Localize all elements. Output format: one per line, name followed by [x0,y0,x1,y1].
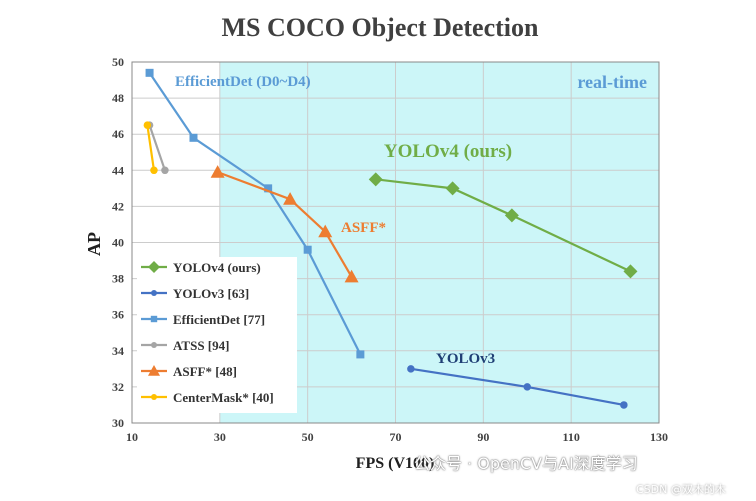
annotation-efficientdet: EfficientDet (D0~D4) [175,74,311,90]
point-centermask [150,166,158,175]
y-tick-label: 38 [112,272,124,286]
legend-box [137,257,297,413]
series-line-asff [217,171,353,278]
y-tick-label: 44 [112,163,124,177]
point-efficientdet [356,350,365,359]
point-yolov3 [523,383,531,391]
legend-label-yolov3: YOLOv3 [63] [173,286,249,301]
x-axis-label: FPS (V100) [356,455,435,472]
legend-label-yolov4: YOLOv4 (ours) [173,260,261,275]
x-tick-label: 110 [562,430,579,444]
y-tick-label: 50 [112,55,124,69]
point-yolov4 [445,181,460,196]
series-line-yolov4 [375,178,631,273]
x-tick-label: 30 [214,430,226,444]
annotation-yolov3: YOLOv3 [436,351,495,367]
point-efficientdet [303,245,312,254]
y-tick-label: 46 [112,127,124,141]
legend-marker-atss [151,342,157,348]
point-efficientdet [145,68,154,77]
point-yolov4 [623,264,638,279]
x-tick-label: 130 [650,430,668,444]
legend-label-atss: ATSS [94] [173,338,229,353]
legend-marker-efficientdet [150,315,158,323]
point-efficientdet [189,133,198,142]
point-yolov3 [620,401,628,409]
x-tick-label: 70 [390,430,402,444]
y-tick-label: 34 [112,344,124,358]
y-tick-label: 48 [112,91,124,105]
point-yolov4 [368,172,383,187]
point-efficientdet [264,184,273,193]
plot-frame [131,61,660,424]
y-tick-label: 36 [112,308,124,322]
legend-label-centermask: CenterMask* [40] [173,390,274,405]
y-axis-label: AP [84,232,104,256]
legend-label-efficientdet: EfficientDet [77] [173,312,265,327]
point-asff [318,224,333,238]
series-line-atss [148,124,166,171]
watermark-wechat: 公众号 · OpenCV与AI深度学习 [414,454,638,473]
legend-marker-yolov4 [148,261,160,273]
point-yolov3 [407,365,415,373]
chart-title: MS COCO Object Detection [222,13,540,42]
x-tick-label: 10 [126,430,138,444]
annotation-yolov4: YOLOv4 (ours) [384,141,512,162]
annotation-asff: ASFF* [341,220,386,236]
point-yolov4 [504,208,519,223]
y-tick-label: 30 [112,416,124,430]
point-centermask [143,121,152,129]
y-tick-label: 42 [112,199,124,213]
point-atss [161,166,169,175]
legend-marker-yolov3 [151,290,157,296]
point-asff [283,192,298,205]
legend-marker-asff [148,365,160,376]
realtime-label: real-time [577,72,647,92]
y-tick-label: 40 [112,236,124,250]
x-tick-label: 90 [477,430,489,444]
point-asff [344,269,359,283]
legend-label-asff: ASFF* [48] [173,364,237,379]
legend-marker-centermask [151,394,157,400]
x-tick-label: 50 [302,430,314,444]
series-line-centermask [146,125,156,171]
y-tick-label: 32 [112,380,124,394]
point-asff [210,165,225,178]
watermark-csdn: CSDN @双木的木 [636,483,726,496]
